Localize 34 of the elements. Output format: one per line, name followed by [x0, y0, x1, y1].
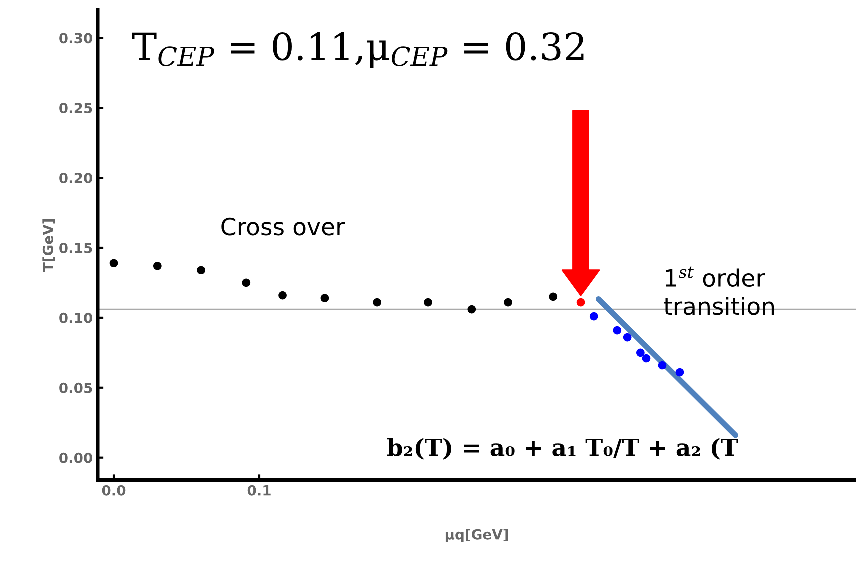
point — [468, 305, 476, 314]
x-tick-label: 0.1 — [248, 485, 271, 496]
point — [153, 262, 162, 270]
point — [590, 312, 598, 321]
point — [320, 294, 330, 303]
annotation: b₂(T) = a₀ + a₁ T₀/T + a₂ (T — [387, 438, 738, 460]
point — [549, 292, 558, 302]
point — [197, 266, 206, 275]
y-tick-label: 0.20 — [60, 172, 92, 184]
point — [504, 298, 512, 307]
point — [110, 259, 118, 268]
point — [658, 361, 667, 370]
point — [242, 278, 251, 288]
x-axis-title: μq[GeV] — [446, 529, 508, 543]
point — [642, 354, 651, 363]
y-tick-label: 0.00 — [60, 452, 92, 464]
point — [613, 326, 622, 335]
text: T$_{CEP}$ = 0.11,μ$_{CEP}$ = 0.32 — [132, 32, 584, 68]
y-tick-label: 0.15 — [60, 242, 92, 254]
x-tick-label: 0.0 — [102, 485, 126, 496]
point — [424, 298, 432, 307]
y-tick-label: 0.30 — [60, 33, 92, 44]
point — [373, 298, 382, 307]
point — [278, 291, 287, 300]
y-tick-label: 0.05 — [60, 382, 92, 394]
y-axis-title: T[GeV] — [42, 220, 56, 272]
series-label: Cross over — [222, 218, 346, 236]
y-tick-label: 0.10 — [60, 312, 92, 324]
series-label: 1$^{st}$ order transition — [664, 266, 774, 316]
point — [623, 333, 632, 342]
point — [676, 368, 684, 377]
point — [636, 348, 645, 358]
point — [576, 298, 586, 307]
y-tick-label: 0.25 — [60, 103, 92, 114]
